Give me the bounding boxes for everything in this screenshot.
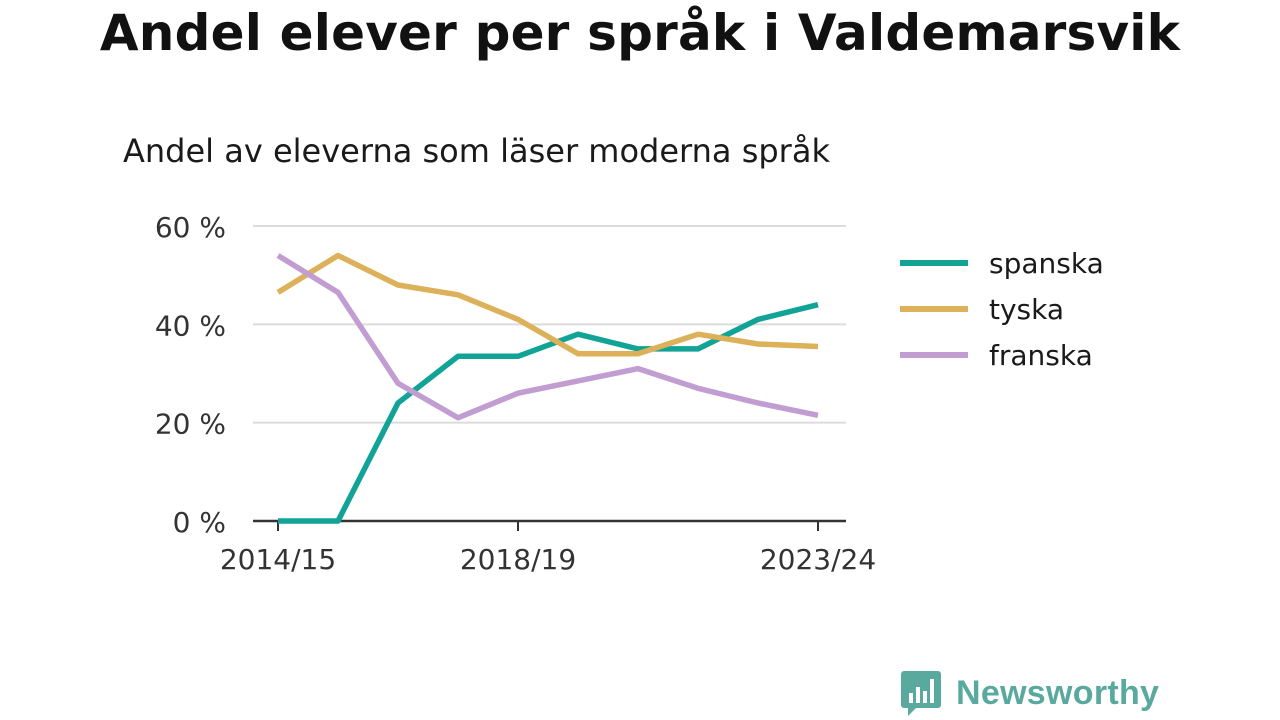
x-axis: 2014/15 2018/19 2023/24 — [220, 519, 876, 576]
series-lines — [276, 252, 819, 524]
x-tick-label: 2014/15 — [220, 543, 336, 576]
series-line-spanska — [278, 302, 819, 524]
y-tick-label: 20 % — [155, 408, 226, 441]
legend-label-spanska: spanska — [989, 247, 1104, 280]
series-line-tyska — [276, 252, 819, 357]
newsworthy-logo-icon — [901, 671, 941, 716]
series-line-franska — [276, 253, 819, 421]
brand: Newsworthy — [900, 668, 1159, 718]
legend: spanska tyska franska — [900, 247, 1104, 372]
x-tick-label: 2023/24 — [760, 543, 876, 576]
chart-subtitle: Andel av eleverna som läser moderna språ… — [123, 132, 830, 170]
legend-label-tyska: tyska — [989, 293, 1064, 326]
y-tick-label: 0 % — [173, 506, 226, 539]
y-tick-label: 40 % — [155, 309, 226, 342]
page-title: Andel elever per språk i Valdemarsvik — [99, 4, 1181, 62]
legend-label-franska: franska — [989, 339, 1093, 372]
y-tick-label: 60 % — [155, 211, 226, 244]
brand-name: Newsworthy — [956, 673, 1160, 712]
y-axis-ticks: 0 % 20 % 40 % 60 % — [155, 211, 226, 539]
x-tick-label: 2018/19 — [460, 543, 576, 576]
